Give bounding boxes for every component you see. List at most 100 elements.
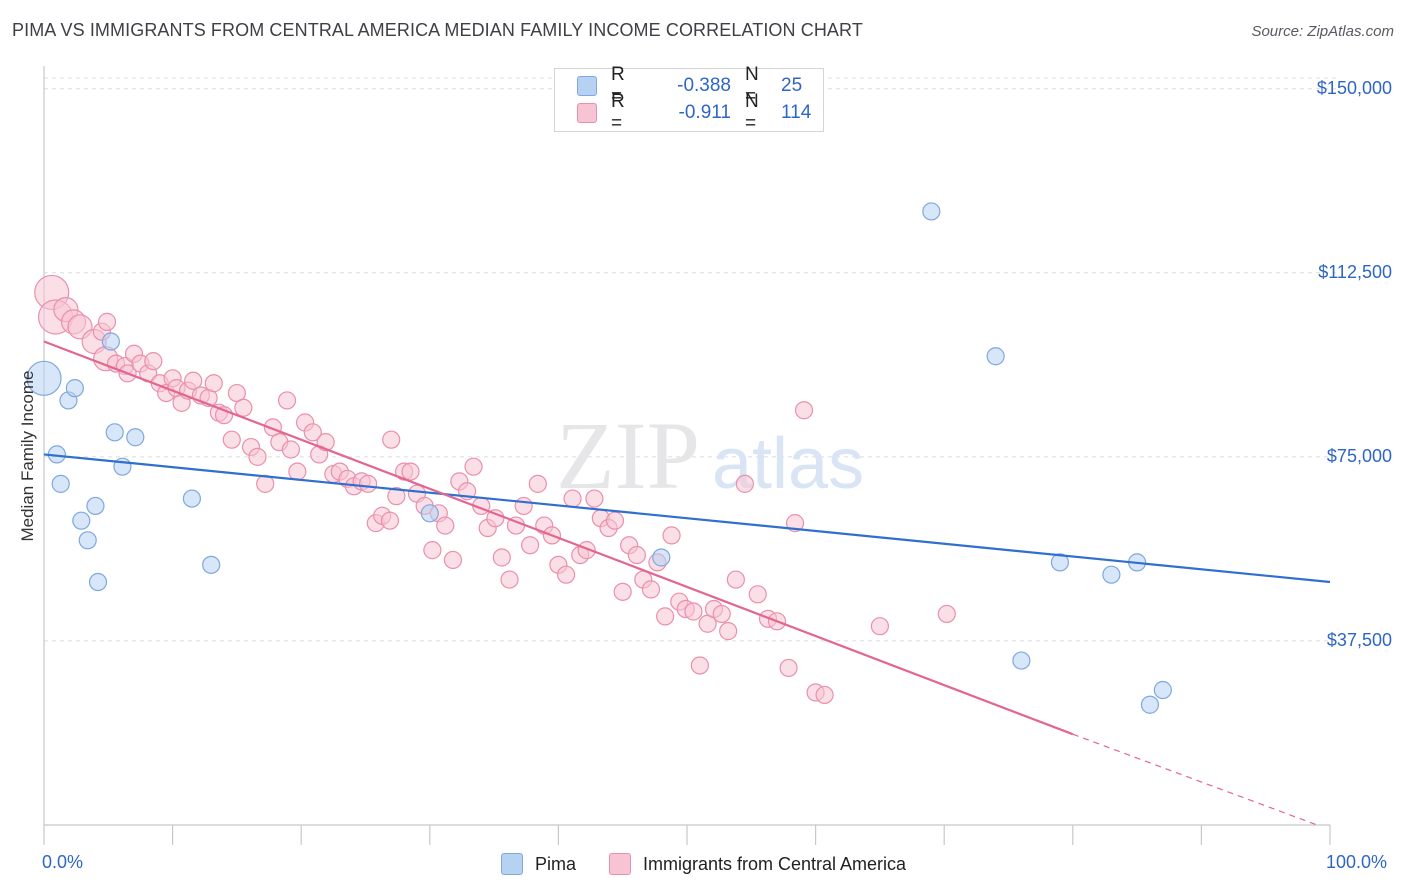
- point-central-america: [423, 541, 442, 560]
- point-central-america: [443, 550, 463, 570]
- y-tick-label: $112,500: [1318, 261, 1392, 282]
- point-central-america: [144, 352, 163, 371]
- point-central-america: [605, 511, 625, 530]
- legend-row-central-america: R = -0.911 N = 114: [577, 91, 812, 134]
- point-central-america: [627, 545, 646, 565]
- watermark: ZIP atlas: [556, 402, 864, 509]
- point-pima: [986, 347, 1005, 366]
- point-central-america: [719, 622, 738, 641]
- series-legend-central-america: Immigrants from Central America: [609, 852, 906, 876]
- watermark-atlas: atlas: [712, 424, 864, 504]
- y-tick-label: $75,000: [1326, 445, 1392, 466]
- point-central-america: [726, 570, 745, 589]
- point-central-america: [735, 474, 754, 493]
- legend-n-label: N =: [745, 91, 759, 134]
- point-central-america: [794, 401, 814, 420]
- points-immigrants-central-america: [34, 274, 956, 705]
- y-tick-label: $37,500: [1326, 629, 1392, 650]
- point-central-america: [380, 511, 400, 530]
- point-pima: [78, 531, 97, 550]
- stats-legend: R = -0.388 N = 25 R = -0.911 N = 114: [554, 64, 824, 134]
- chart-source: Source: ZipAtlas.com: [1251, 23, 1394, 40]
- point-central-america: [785, 514, 805, 533]
- point-central-america: [464, 457, 483, 476]
- point-central-america: [656, 607, 675, 626]
- point-central-america: [684, 602, 703, 621]
- point-central-america: [204, 374, 223, 393]
- point-central-america: [514, 496, 533, 516]
- point-central-america: [234, 398, 253, 417]
- point-pima: [86, 496, 105, 516]
- y-tick-label: $150,000: [1316, 77, 1392, 98]
- point-central-america: [557, 565, 576, 584]
- legend-r-label: R =: [611, 64, 625, 107]
- point-central-america: [500, 570, 519, 589]
- legend-swatch-pima: [577, 76, 597, 96]
- point-central-america: [358, 474, 378, 493]
- point-central-america: [662, 526, 681, 545]
- point-central-america: [382, 430, 401, 449]
- point-central-america: [303, 423, 322, 442]
- series-label-pima: Pima: [535, 853, 577, 874]
- point-central-america: [288, 462, 307, 481]
- legend-n-value: 114: [781, 102, 812, 123]
- watermark-zip: ZIP: [556, 402, 700, 509]
- point-central-america: [585, 489, 604, 508]
- point-central-america: [492, 548, 511, 567]
- point-central-america: [521, 536, 540, 555]
- legend-row-pima: R = -0.388 N = 25: [577, 64, 803, 107]
- point-central-america: [387, 487, 406, 506]
- point-pima: [1050, 553, 1070, 572]
- chart-title: PIMA VS IMMIGRANTS FROM CENTRAL AMERICA …: [12, 20, 863, 40]
- point-central-america: [937, 604, 956, 624]
- x-tick-label-max: 100.0%: [1326, 852, 1388, 872]
- point-pima: [1012, 651, 1031, 670]
- point-pima: [101, 332, 120, 351]
- series-swatch-central-america: [609, 853, 631, 875]
- point-central-america: [641, 580, 661, 599]
- point-pima: [65, 379, 84, 398]
- point-pima: [420, 504, 439, 523]
- series-label-central-america: Immigrants from Central America: [643, 853, 907, 874]
- point-central-america: [690, 656, 709, 675]
- legend-n-value: 25: [781, 75, 803, 96]
- series-swatch-pima: [501, 853, 523, 875]
- axes: [43, 66, 1331, 845]
- point-pima: [922, 202, 941, 221]
- point-central-america: [613, 582, 632, 601]
- y-axis-label: Median Family Income: [18, 370, 37, 542]
- point-pima: [1102, 565, 1121, 584]
- point-central-america: [184, 371, 203, 390]
- point-central-america: [222, 430, 241, 449]
- trend-lines: [43, 340, 1331, 826]
- trend-line-central-america: [43, 340, 1074, 736]
- point-central-america: [815, 685, 834, 705]
- point-pima: [126, 428, 145, 447]
- point-pima: [652, 548, 671, 567]
- series-legend: Pima Immigrants from Central America: [0, 852, 1406, 878]
- trend-line-pima: [43, 453, 1331, 584]
- points-pima: [26, 202, 1172, 714]
- legend-n-label: N =: [745, 64, 759, 107]
- legend-r-value: -0.911: [678, 102, 731, 123]
- point-pima: [26, 360, 62, 396]
- legend-r-value: -0.388: [677, 75, 731, 96]
- point-central-america: [97, 312, 117, 331]
- point-central-america: [870, 617, 890, 636]
- point-central-america: [712, 604, 731, 624]
- point-pima: [182, 489, 201, 508]
- point-central-america: [779, 658, 798, 678]
- legend-r-label: R =: [611, 91, 625, 134]
- point-pima: [105, 423, 124, 442]
- point-central-america: [563, 489, 582, 508]
- point-central-america: [401, 462, 420, 481]
- legend-swatch-central-america: [577, 103, 597, 123]
- point-central-america: [248, 447, 267, 466]
- point-central-america: [528, 474, 547, 493]
- point-pima: [202, 555, 221, 574]
- series-legend-pima: Pima: [501, 852, 576, 876]
- point-central-america: [281, 440, 301, 459]
- point-pima: [51, 474, 70, 493]
- point-pima: [1140, 695, 1160, 714]
